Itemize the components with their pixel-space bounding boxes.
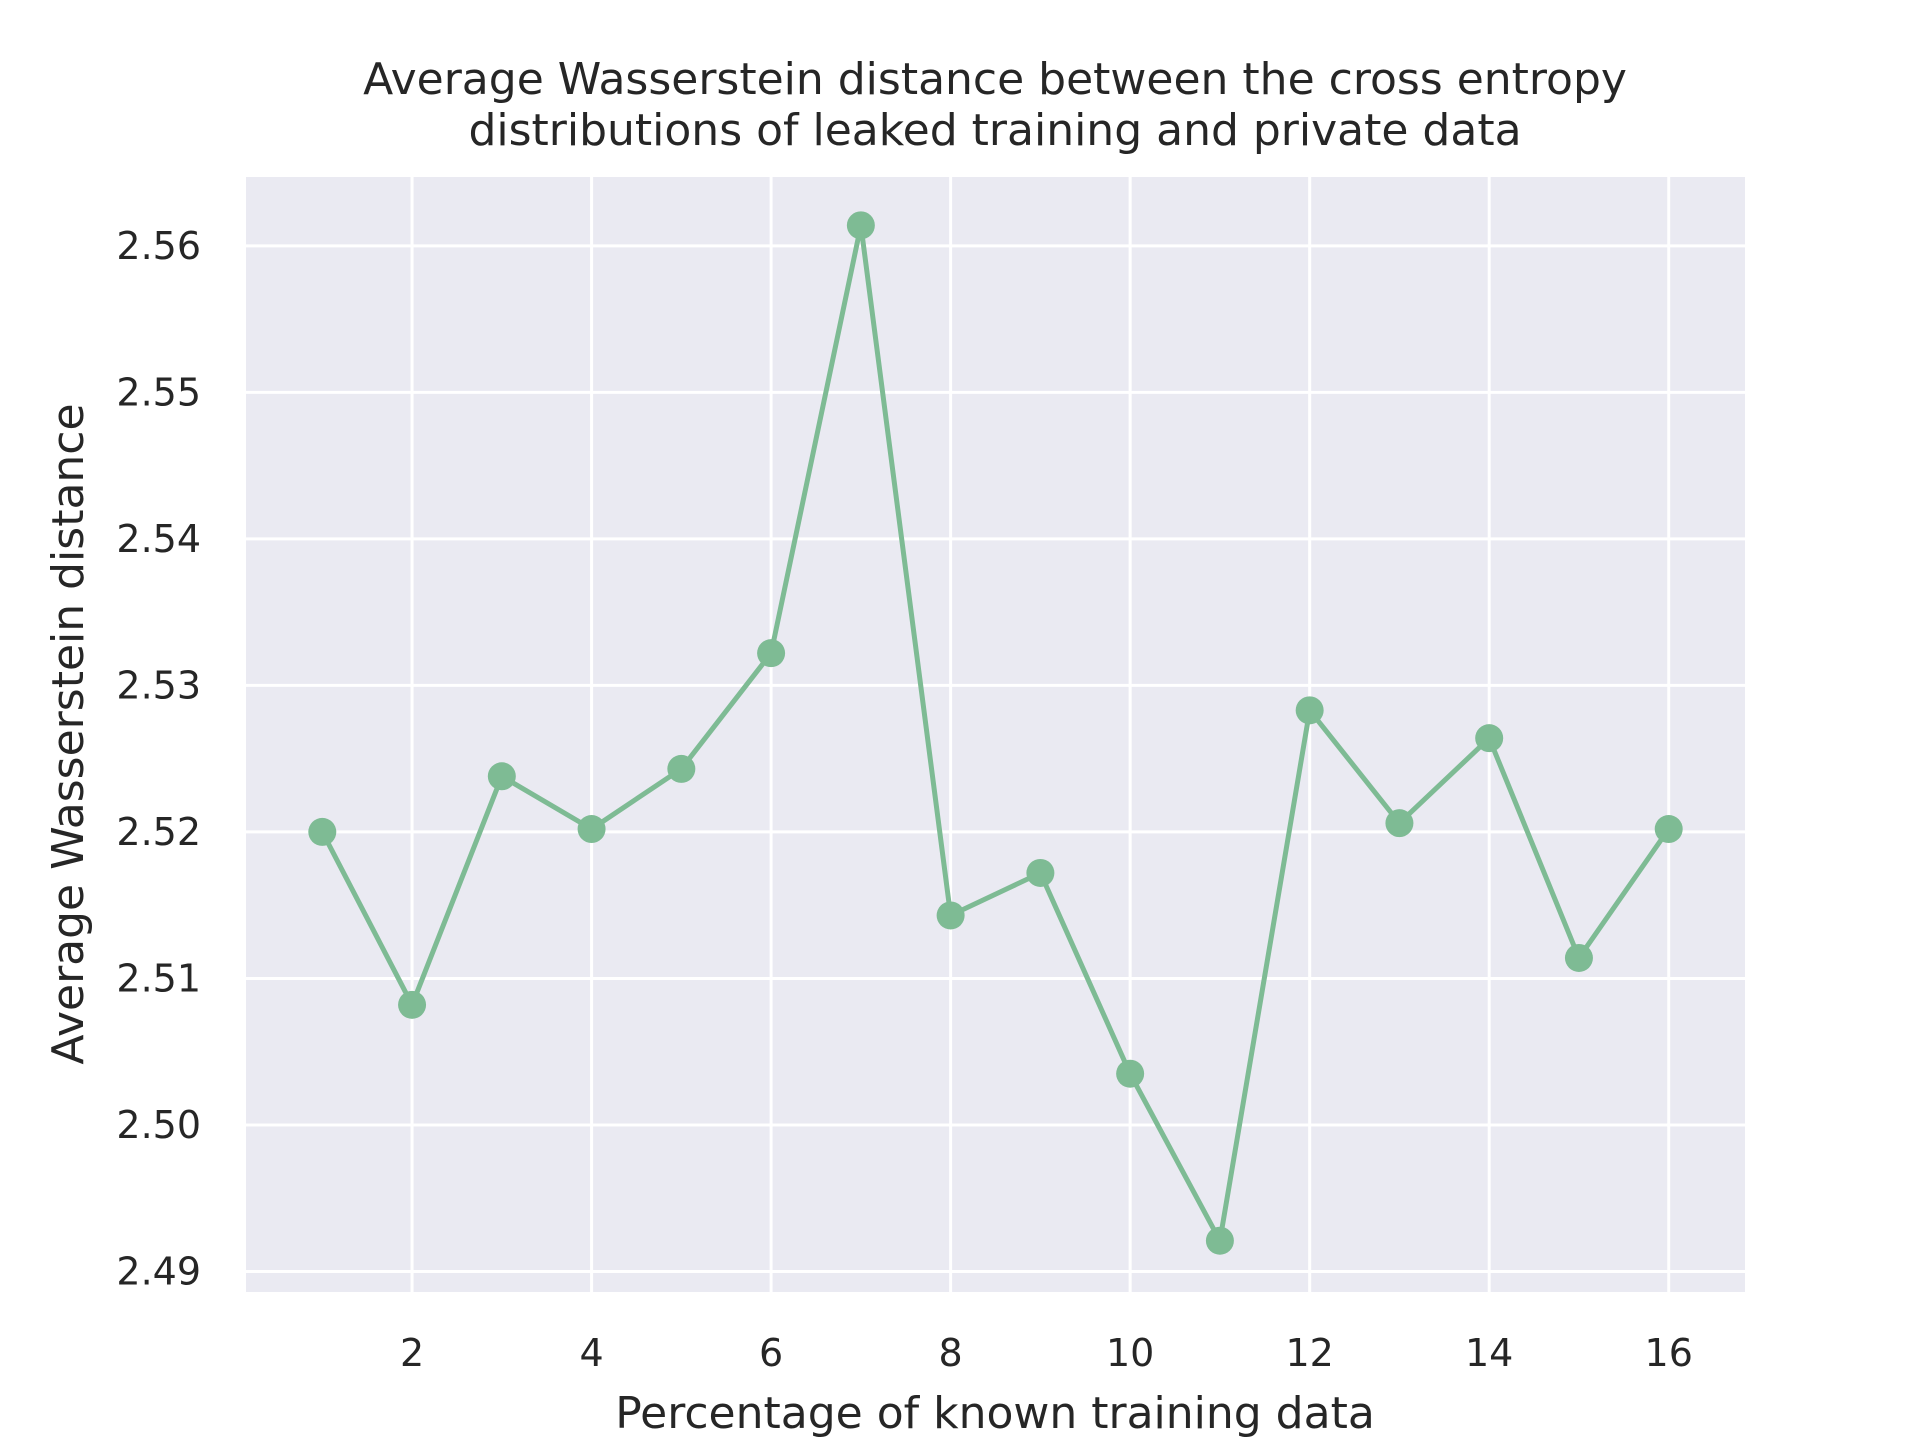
x-tick-label: 6 <box>759 1331 783 1375</box>
x-tick-label: 4 <box>579 1331 603 1375</box>
x-tick-label: 16 <box>1645 1331 1693 1375</box>
data-point <box>308 817 337 846</box>
data-point <box>667 754 696 783</box>
y-tick-label: 2.49 <box>116 1249 201 1293</box>
data-point <box>936 901 965 930</box>
y-axis-label: Average Wasserstein distance <box>43 403 94 1064</box>
data-point <box>398 990 427 1019</box>
y-tick-label: 2.51 <box>116 956 201 1000</box>
y-tick-label: 2.56 <box>116 224 201 268</box>
chart-title-line-2: distributions of leaked training and pri… <box>468 105 1521 156</box>
data-point <box>1564 943 1593 972</box>
y-tick-label: 2.53 <box>116 663 201 707</box>
data-point <box>1295 696 1324 725</box>
y-tick-labels: 2.49 2.50 2.51 2.52 2.53 2.54 2.55 2.56 <box>116 224 201 1294</box>
y-tick-label: 2.54 <box>116 517 201 561</box>
series-line <box>319 222 1672 1244</box>
chart-title-line-1: Average Wasserstein distance between the… <box>363 54 1627 105</box>
data-point <box>1205 1226 1234 1255</box>
x-tick-labels: 2 4 6 8 10 12 14 16 <box>400 1331 1693 1375</box>
data-point <box>1026 858 1055 887</box>
x-axis-label: Percentage of known training data <box>615 1388 1375 1439</box>
data-point <box>1654 815 1683 844</box>
x-tick-label: 14 <box>1465 1331 1513 1375</box>
y-tick-label: 2.50 <box>116 1103 201 1147</box>
x-gridlines <box>410 177 1671 1292</box>
x-tick-label: 2 <box>400 1331 424 1375</box>
data-point <box>846 211 875 240</box>
data-series <box>308 211 1683 1255</box>
y-tick-label: 2.52 <box>116 810 201 854</box>
data-point <box>1385 809 1414 838</box>
x-tick-label: 8 <box>939 1331 963 1375</box>
y-tick-label: 2.55 <box>116 370 201 414</box>
data-point <box>487 762 516 791</box>
x-tick-label: 12 <box>1285 1331 1333 1375</box>
data-point <box>757 639 786 668</box>
data-point <box>577 815 606 844</box>
y-gridlines <box>246 244 1745 1273</box>
x-tick-label: 10 <box>1106 1331 1154 1375</box>
data-point <box>1116 1059 1145 1088</box>
data-point <box>1475 724 1504 753</box>
